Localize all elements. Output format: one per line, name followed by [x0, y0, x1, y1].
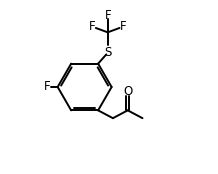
Text: F: F [44, 81, 51, 93]
Text: F: F [104, 9, 111, 22]
Text: F: F [120, 20, 126, 33]
Text: F: F [89, 20, 96, 33]
Text: S: S [104, 46, 111, 59]
Text: O: O [123, 85, 133, 98]
